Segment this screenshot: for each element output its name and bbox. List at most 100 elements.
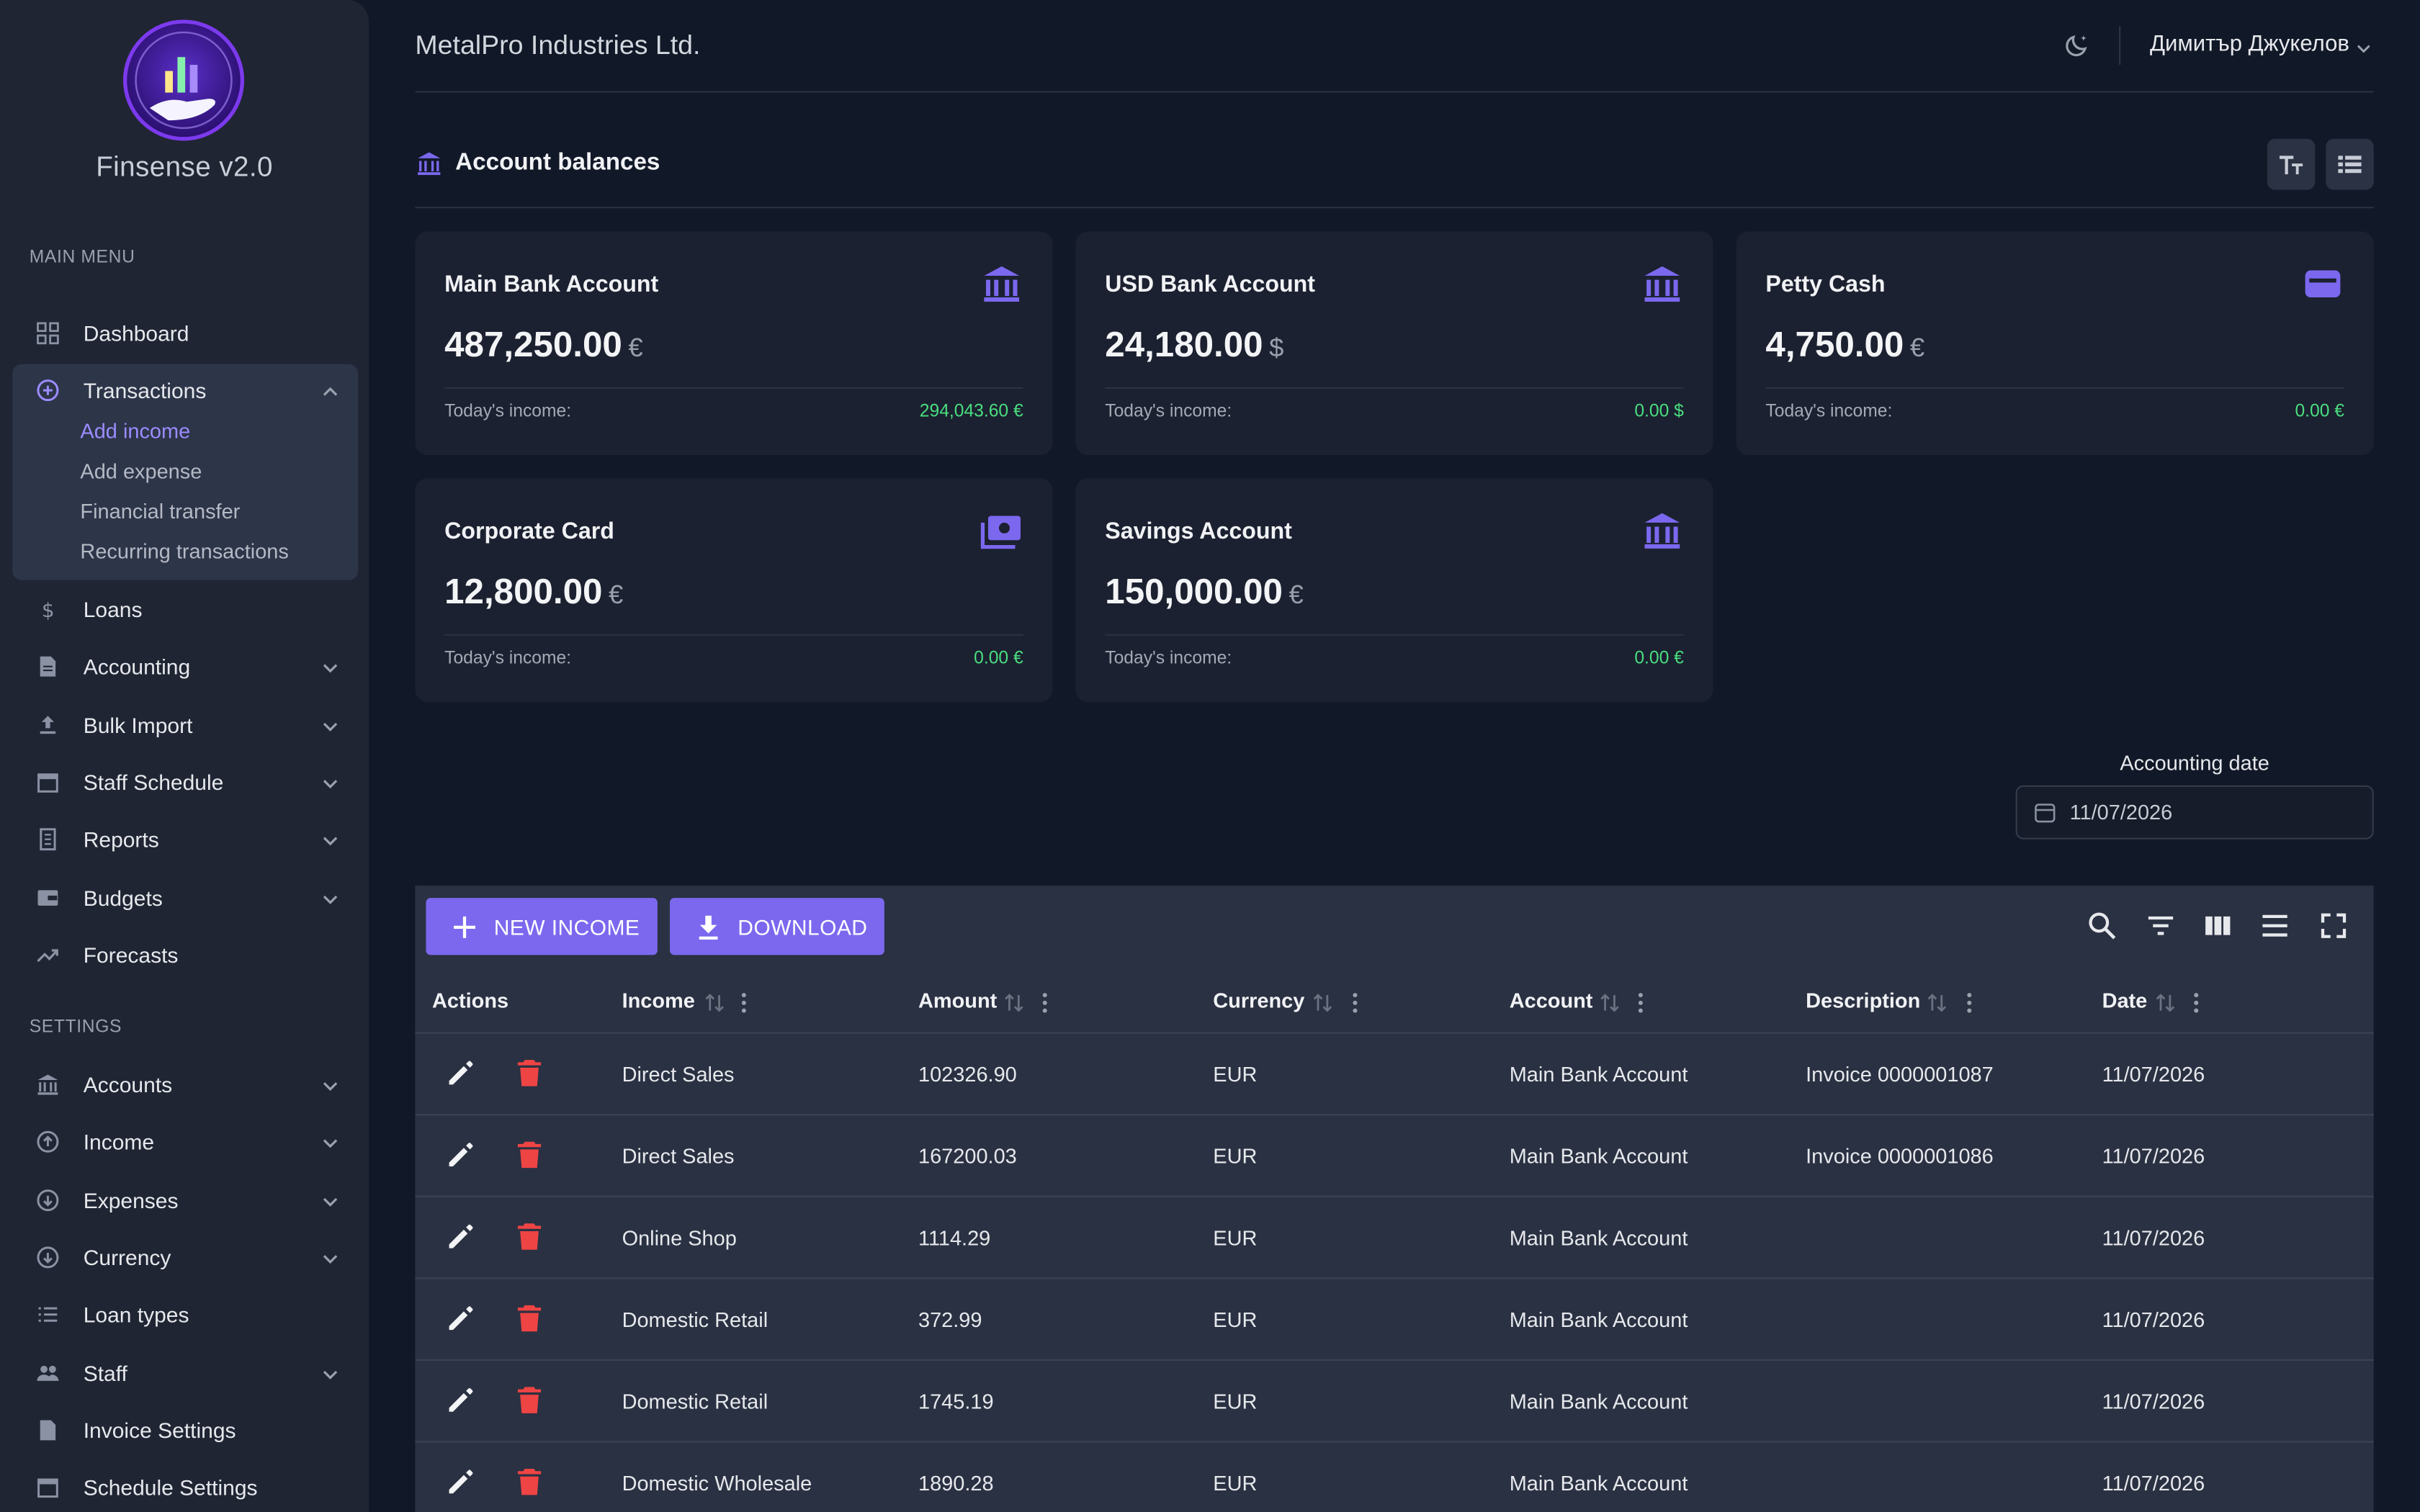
sidebar-item-forecasts[interactable]: Forecasts <box>12 932 358 978</box>
sidebar-item-label: Staff Schedule <box>83 770 224 795</box>
sidebar-item-label: Accounts <box>83 1072 173 1097</box>
list-view-button[interactable] <box>2326 138 2374 190</box>
table-row[interactable]: Direct Sales 167200.03 EUR Main Bank Acc… <box>415 1114 2374 1196</box>
column-menu-icon[interactable] <box>1352 992 1358 1014</box>
delete-icon[interactable] <box>517 1304 542 1333</box>
filter-icon[interactable] <box>2146 910 2177 941</box>
account-card-petty-cash[interactable]: Petty Cash 4,750.00 € Today's income: 0.0… <box>1736 231 2374 456</box>
sidebar-item-expenses[interactable]: Expenses <box>12 1177 358 1223</box>
sidebar-sub-add-income[interactable]: Add income <box>80 419 191 443</box>
edit-icon[interactable] <box>446 1222 475 1251</box>
cell-description: Invoice 0000001087 <box>1806 1063 1994 1086</box>
columns-icon[interactable] <box>2202 910 2233 941</box>
sidebar-item-staff[interactable]: Staff <box>12 1350 358 1396</box>
card-divider <box>1105 634 1684 636</box>
card-divider <box>1105 387 1684 389</box>
sidebar-item-transactions[interactable]: Transactions <box>12 367 358 413</box>
chevron-down-icon <box>323 837 338 846</box>
cell-income: Direct Sales <box>622 1145 735 1169</box>
user-menu[interactable]: Димитър Джукелов <box>2150 32 2349 58</box>
column-header-amount[interactable]: Amount <box>918 989 998 1012</box>
moon-icon[interactable] <box>2063 31 2092 59</box>
table-row[interactable]: Direct Sales 102326.90 EUR Main Bank Acc… <box>415 1032 2374 1115</box>
account-card-usd-bank[interactable]: USD Bank Account 24,180.00 $ Today's inco… <box>1075 231 1713 456</box>
column-header-account[interactable]: Account <box>1509 989 1593 1012</box>
sort-icon[interactable] <box>1312 992 1333 1014</box>
svg-text:$: $ <box>42 598 55 621</box>
cell-income: Domestic Retail <box>622 1308 768 1332</box>
sidebar-item-reports[interactable]: Reports <box>12 816 358 863</box>
edit-icon[interactable] <box>446 1140 475 1170</box>
download-button[interactable]: DOWNLOAD <box>670 898 884 955</box>
font-size-button[interactable] <box>2267 138 2316 190</box>
fullscreen-icon[interactable] <box>2318 910 2349 941</box>
cell-date: 11/07/2026 <box>2102 1308 2205 1332</box>
sidebar-item-budgets[interactable]: Budgets <box>12 875 358 921</box>
density-icon[interactable] <box>2259 910 2290 941</box>
edit-icon[interactable] <box>446 1385 475 1415</box>
delete-icon[interactable] <box>517 1467 542 1497</box>
sidebar-item-loan-types[interactable]: Loan types <box>12 1292 358 1338</box>
cell-income: Domestic Wholesale <box>622 1472 812 1495</box>
column-menu-icon[interactable] <box>2193 992 2200 1014</box>
accounting-date-label: Accounting date <box>2120 751 2269 775</box>
table-row[interactable]: Domestic Retail 372.99 EUR Main Bank Acc… <box>415 1277 2374 1359</box>
table-row[interactable]: Online Shop 1114.29 EUR Main Bank Accoun… <box>415 1195 2374 1278</box>
delete-icon[interactable] <box>517 1222 542 1251</box>
search-icon[interactable] <box>2087 910 2118 941</box>
calendar-icon <box>2035 804 2056 823</box>
sidebar-item-accounting[interactable]: Accounting <box>12 644 358 690</box>
cell-account: Main Bank Account <box>1509 1145 1688 1169</box>
currency-circle-icon <box>37 1246 59 1269</box>
edit-icon[interactable] <box>446 1058 475 1088</box>
cell-date: 11/07/2026 <box>2102 1390 2205 1413</box>
sidebar-item-accounts[interactable]: Accounts <box>12 1061 358 1107</box>
accounting-date-input[interactable]: 11/07/2026 <box>2015 785 2374 840</box>
chevron-down-icon[interactable] <box>2355 40 2372 58</box>
sidebar-item-currency[interactable]: Currency <box>12 1234 358 1280</box>
app-logo[interactable] <box>122 19 245 142</box>
column-menu-icon[interactable] <box>1041 992 1048 1014</box>
bank-icon <box>1644 266 1680 302</box>
account-balance: 150,000.00 € <box>1105 570 1304 611</box>
column-header-currency[interactable]: Currency <box>1213 989 1305 1012</box>
table-row[interactable]: Domestic Retail 1745.19 EUR Main Bank Ac… <box>415 1359 2374 1441</box>
sidebar-item-loans[interactable]: $ Loans <box>12 586 358 632</box>
upload-icon <box>40 716 56 734</box>
sidebar-item-bulk-import[interactable]: Bulk Import <box>12 702 358 748</box>
column-menu-icon[interactable] <box>1638 992 1644 1014</box>
sidebar-item-staff-schedule[interactable]: Staff Schedule <box>12 759 358 805</box>
column-header-income[interactable]: Income <box>622 989 695 1012</box>
edit-icon[interactable] <box>446 1304 475 1333</box>
sidebar-item-dashboard[interactable]: Dashboard <box>12 310 358 356</box>
column-header-description[interactable]: Description <box>1806 989 1921 1012</box>
chevron-down-icon <box>323 1139 338 1148</box>
sort-icon[interactable] <box>2154 992 2176 1014</box>
cell-account: Main Bank Account <box>1509 1472 1688 1495</box>
account-card-savings[interactable]: Savings Account 150,000.00 € Today's inco… <box>1075 478 1713 702</box>
column-header-date[interactable]: Date <box>2102 989 2148 1012</box>
sort-icon[interactable] <box>1926 992 1948 1014</box>
sort-icon[interactable] <box>1003 992 1025 1014</box>
account-card-corporate-card[interactable]: Corporate Card 12,800.00 € Today's income… <box>415 478 1053 702</box>
table-row[interactable]: Domestic Wholesale 1890.28 EUR Main Bank… <box>415 1441 2374 1512</box>
column-menu-icon[interactable] <box>741 992 748 1014</box>
new-income-button[interactable]: NEW INCOME <box>426 898 658 955</box>
sidebar-sub-add-expense[interactable]: Add expense <box>80 459 202 483</box>
account-card-main-bank[interactable]: Main Bank Account 487,250.00 € Today's in… <box>415 231 1053 456</box>
delete-icon[interactable] <box>517 1385 542 1415</box>
sidebar-item-schedule-settings[interactable]: Schedule Settings <box>12 1464 358 1511</box>
cell-income: Domestic Retail <box>622 1390 768 1413</box>
sort-icon[interactable] <box>704 992 725 1014</box>
sidebar-sub-recurring-transactions[interactable]: Recurring transactions <box>80 540 289 564</box>
edit-icon[interactable] <box>446 1467 475 1497</box>
sidebar-item-invoice-settings[interactable]: Invoice Settings <box>12 1407 358 1453</box>
plus-icon <box>454 915 476 937</box>
delete-icon[interactable] <box>517 1140 542 1170</box>
sort-icon[interactable] <box>1599 992 1621 1014</box>
income-value: 294,043.60 € <box>919 402 1023 421</box>
sidebar-sub-financial-transfer[interactable]: Financial transfer <box>80 500 241 523</box>
delete-icon[interactable] <box>517 1058 542 1088</box>
sidebar-item-income[interactable]: Income <box>12 1119 358 1165</box>
column-menu-icon[interactable] <box>1966 992 1973 1014</box>
